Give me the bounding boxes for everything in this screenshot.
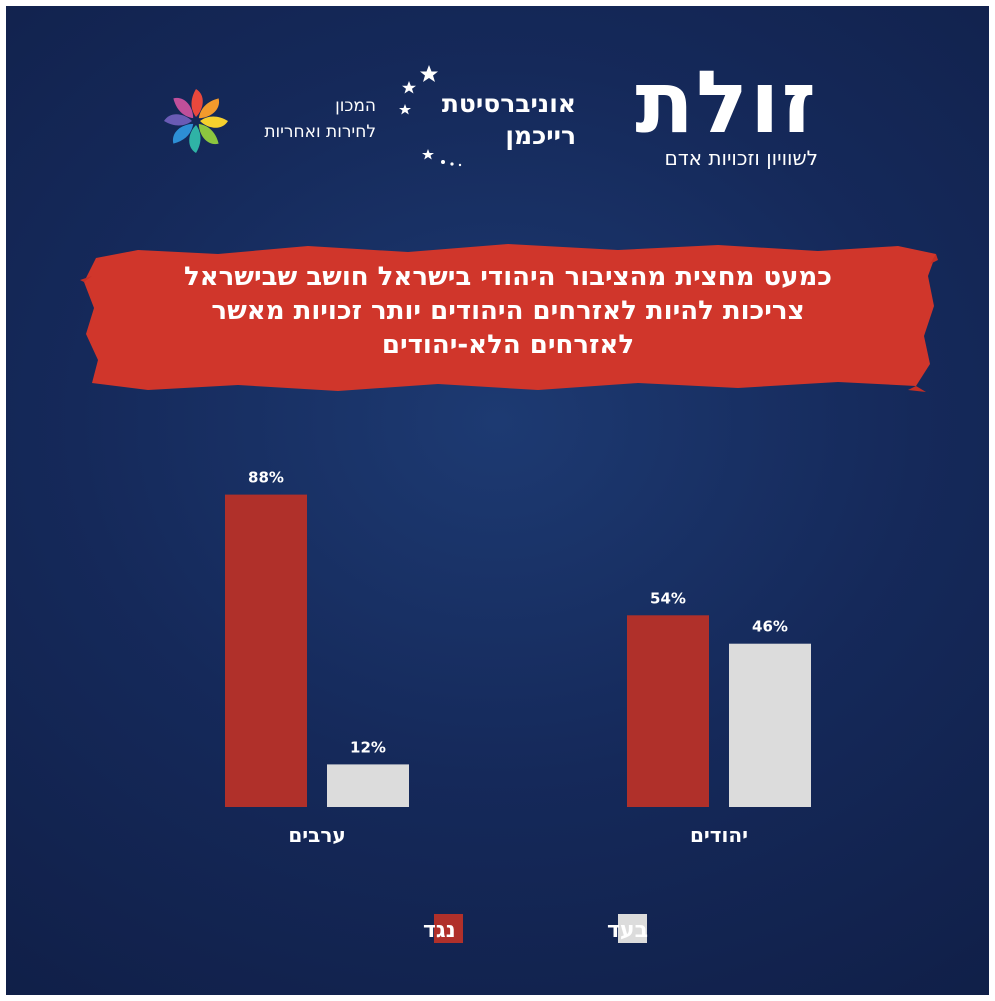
bar bbox=[627, 615, 709, 807]
legend-label: בעד bbox=[607, 918, 648, 943]
bar-value-label: 46% bbox=[752, 618, 788, 636]
title-line: כמעט מחצית מהציבור היהודי בישראל חושב שב… bbox=[183, 262, 833, 292]
infographic-frame: זולת לשוויון וזכויות אדם אוניברסיטת רייכ… bbox=[6, 6, 989, 995]
institute-logo-line2: לחירות ואחריות bbox=[264, 122, 376, 142]
title-line: צריכות להיות לאזרחים היהודים יותר זכויות… bbox=[211, 296, 805, 326]
institute-logo: המכון לחירות ואחריות bbox=[161, 86, 376, 166]
legend-swatch bbox=[618, 914, 647, 943]
reichman-logo-line2: רייכמן bbox=[505, 121, 576, 150]
title-banner: כמעט מחצית מהציבור היהודי בישראל חושב שב… bbox=[78, 236, 938, 396]
bar-value-label: 54% bbox=[650, 589, 686, 607]
flower-icon bbox=[164, 89, 228, 153]
bar-value-label: 12% bbox=[350, 738, 386, 756]
zulat-logo-tagline: לשוויון וזכויות אדם bbox=[664, 146, 818, 170]
bar-chart: 88% 12% ערבים 54% 46% יהודים נגד בעד bbox=[225, 469, 811, 943]
brush-stroke-shape bbox=[80, 244, 938, 392]
zulat-logo: זולת לשוויון וזכויות אדם bbox=[606, 60, 836, 176]
zulat-logo-wordmark: זולת bbox=[635, 53, 818, 153]
title-line: לאזרחים הלא-יהודים bbox=[381, 330, 635, 360]
bar bbox=[729, 643, 811, 807]
reichman-logo-line1: אוניברסיטת bbox=[441, 89, 576, 118]
bar-value-label: 88% bbox=[248, 469, 284, 487]
stars-icon bbox=[399, 65, 462, 167]
chart-title: כמעט מחצית מהציבור היהודי בישראל חושב שב… bbox=[108, 260, 908, 362]
category-label: יהודים bbox=[690, 823, 748, 847]
bar bbox=[327, 764, 409, 807]
legend-label: נגד bbox=[423, 918, 456, 943]
bar bbox=[225, 494, 307, 807]
institute-logo-line1: המכון bbox=[335, 96, 376, 116]
legend-swatch bbox=[434, 914, 463, 943]
reichman-logo: אוניברסיטת רייכמן bbox=[396, 61, 576, 173]
category-label: ערבים bbox=[288, 823, 345, 847]
